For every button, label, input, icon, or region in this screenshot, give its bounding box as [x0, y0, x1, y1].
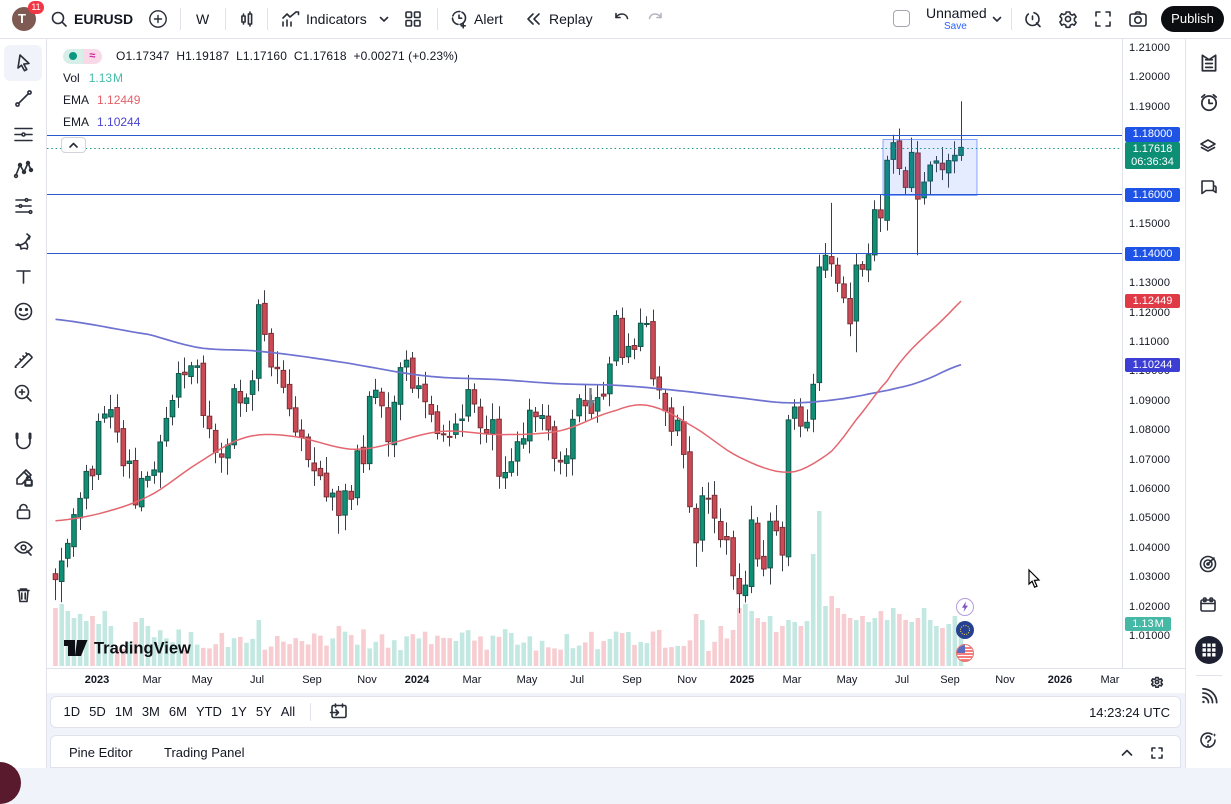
svg-text:TradingView: TradingView: [94, 640, 191, 658]
